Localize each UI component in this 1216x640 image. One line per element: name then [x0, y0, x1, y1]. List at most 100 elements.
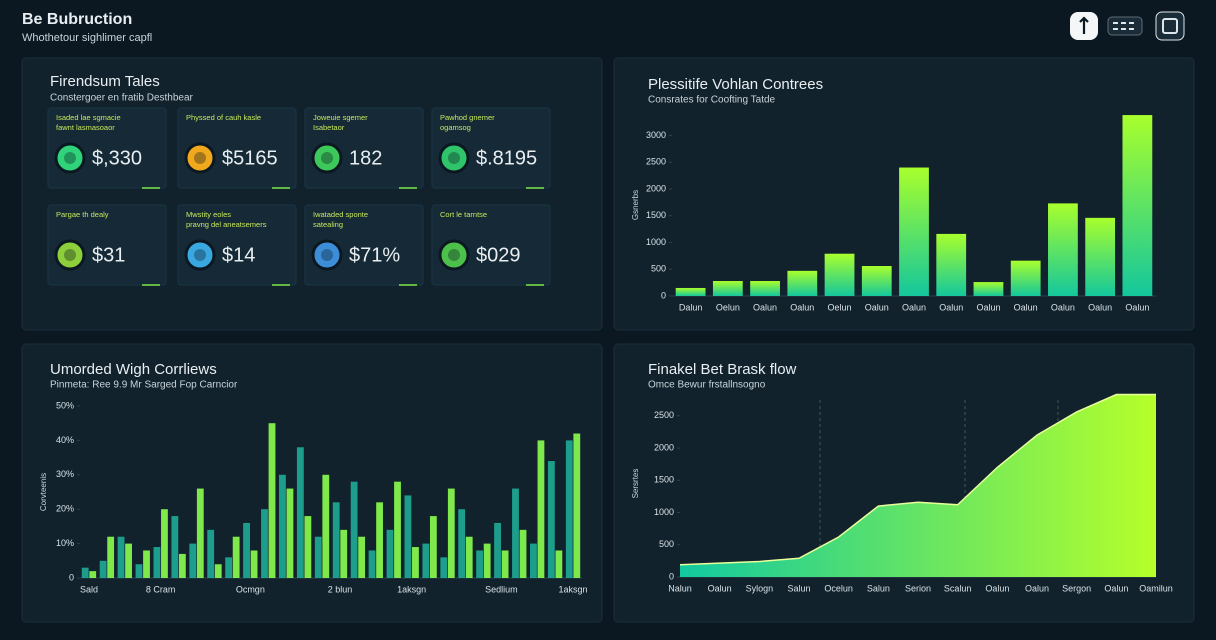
area-line [679, 393, 1156, 566]
x-tick-label: Oalun [902, 302, 926, 312]
x-tick-label: Oalun [753, 302, 777, 312]
kpi-label: fawnt lasmasoaor [56, 123, 115, 132]
x-tick-label: Scalun [944, 583, 972, 593]
bar [304, 516, 312, 578]
bar [232, 536, 240, 578]
bar [861, 266, 892, 296]
x-tick-label: Sergon [1062, 583, 1091, 593]
bar [1048, 203, 1078, 296]
bar [547, 461, 555, 578]
bar [196, 488, 204, 578]
kpi-label: Cort le tarntse [440, 210, 487, 219]
bar [494, 522, 501, 578]
bar [314, 536, 322, 578]
kpi-label: Mwstity eoles [186, 210, 231, 219]
bar [261, 509, 268, 578]
bar [207, 529, 215, 578]
y-tick-label: 30% [56, 469, 74, 479]
kpi-label: Pawhod gnemer [440, 113, 495, 122]
y-axis-label: Gsnerbs [631, 190, 640, 220]
x-tick-label: Oalun [1025, 583, 1049, 593]
bar [412, 547, 419, 578]
kpi-icon [184, 239, 216, 271]
kpi-label: ogamsog [440, 123, 471, 132]
x-tick-label: Oalun [865, 302, 889, 312]
menu-button[interactable] [1107, 16, 1143, 36]
kpi-label: Physsed of cauh kasle [186, 113, 261, 122]
bar [555, 550, 563, 578]
bar [189, 543, 197, 578]
x-tick-label: Oalun [976, 302, 1000, 312]
bar [386, 529, 394, 578]
bar [465, 536, 473, 578]
y-tick-label: 2000 [654, 442, 674, 452]
x-tick-label: Oamilun [1139, 583, 1173, 593]
y-tick-label: 2500 [646, 157, 666, 167]
x-tick-label: 8 Cram [146, 584, 176, 594]
chart-subtitle: Pinmeta: Ree 9.9 Mr Sarged Fop Carncior [50, 380, 238, 391]
kpi-icon-inner [64, 152, 76, 164]
bar [81, 567, 89, 578]
bar [1010, 260, 1041, 296]
bar [161, 509, 168, 578]
kpi-label: satealing [313, 220, 343, 229]
kpi-label: Pargae th dealy [56, 210, 109, 219]
bar [99, 560, 107, 578]
bar [125, 543, 132, 578]
y-tick-label: 500 [651, 264, 666, 274]
settings-icon [1162, 18, 1178, 34]
bar [429, 516, 437, 578]
kpi-icon-inner [448, 152, 460, 164]
page-subtitle: Whothetour sighlimer capfl [22, 32, 152, 44]
chart-subtitle: Omce Bewur frstallnsogno [648, 380, 766, 391]
panel-title: Firendsum Tales [50, 73, 160, 90]
kpi-icon [438, 142, 470, 174]
x-tick-label: Ocmgn [236, 584, 265, 594]
y-tick-label: 0 [69, 572, 74, 582]
bar [565, 440, 573, 578]
y-tick-label: 1500 [646, 210, 666, 220]
bar [573, 433, 581, 578]
bar [214, 564, 222, 578]
bar [286, 488, 294, 578]
bar [107, 536, 115, 578]
bar [322, 474, 330, 578]
kpi-icon [311, 142, 343, 174]
kpi-value: $31 [92, 244, 125, 266]
bar [675, 287, 706, 296]
bar [296, 447, 304, 578]
kpi-icon [311, 239, 343, 271]
kpi-icon [184, 142, 216, 174]
bar [973, 282, 1004, 296]
bar [750, 281, 780, 296]
x-tick-label: Oelun [828, 302, 852, 312]
x-tick-label: Oelun [716, 302, 740, 312]
settings-button[interactable] [1155, 11, 1185, 41]
bar [225, 557, 233, 578]
bar [243, 522, 250, 578]
x-tick-label: Oalun [708, 583, 732, 593]
bar [422, 543, 430, 578]
kpi-value: $,330 [92, 147, 142, 169]
user-icon [1079, 16, 1089, 34]
panel-subtitle: Constergoer en fratib Desthbear [50, 93, 194, 104]
x-tick-label: Sylogn [746, 583, 774, 593]
kpi-value: 182 [349, 147, 382, 169]
bar [440, 557, 448, 578]
bar [1085, 217, 1116, 296]
x-tick-label: Oalun [790, 302, 814, 312]
bar [458, 509, 466, 578]
bar [376, 502, 383, 578]
bar [350, 481, 358, 578]
y-tick-label: 40% [56, 435, 74, 445]
kpi-icon [438, 239, 470, 271]
y-axis-label: Corvteenis [39, 473, 48, 511]
kpi-icon-inner [64, 249, 76, 261]
bar [268, 423, 276, 578]
kpi-icon-inner [321, 152, 333, 164]
kpi-label: pravng del aneatsemers [186, 220, 267, 229]
x-tick-label: Salun [867, 583, 890, 593]
kpi-value: $71% [349, 244, 400, 266]
y-tick-label: 0 [661, 290, 666, 300]
